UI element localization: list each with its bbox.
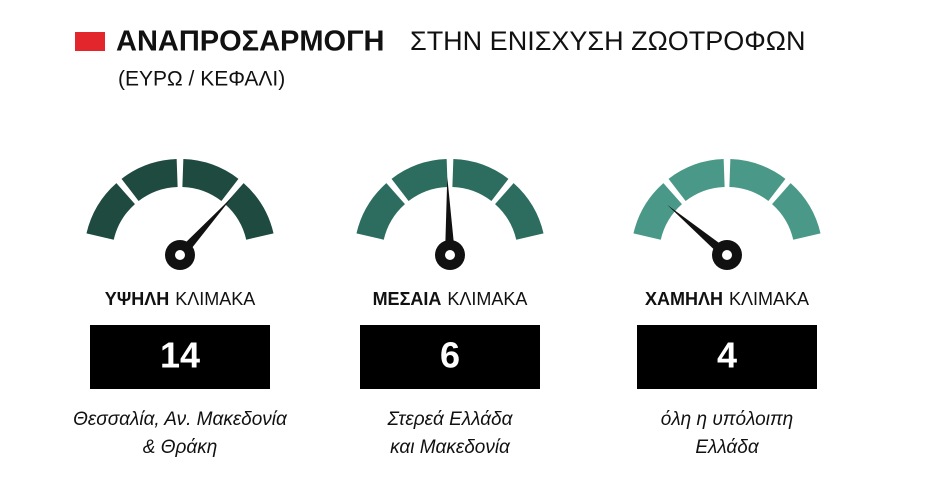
gauge-segment	[729, 159, 786, 202]
gauge-segment	[633, 183, 682, 240]
level-label: ΥΨΗΛΗ ΚΛΙΜΑΚΑ	[105, 289, 256, 309]
level-label: ΜΕΣΑΙΑ ΚΛΙΜΑΚΑ	[373, 289, 528, 309]
subtitle: (ΕΥΡΩ / ΚΕΦΑΛΙ)	[118, 68, 285, 91]
gauge-segment	[452, 159, 509, 202]
level-rest: ΚΛΙΜΑΚΑ	[175, 289, 255, 309]
region-line: Ελλάδα	[695, 437, 760, 458]
level-bold: ΧΑΜΗΛΗ	[645, 289, 723, 309]
gauge-segment	[391, 159, 448, 202]
amount: 14	[160, 335, 200, 376]
gauge	[356, 159, 544, 270]
gauge-segment	[356, 183, 405, 240]
gauge-segment	[225, 183, 274, 240]
level-rest: ΚΛΙΜΑΚΑ	[447, 289, 527, 309]
gauge-hub-dot	[445, 250, 455, 260]
gauge-needle	[667, 204, 731, 259]
region-line: & Θράκη	[143, 437, 218, 458]
gauge-hub-dot	[722, 250, 732, 260]
region-line: όλη η υπόλοιπη	[661, 409, 793, 430]
gauge-segment	[182, 159, 239, 202]
amount-box	[637, 325, 817, 389]
gauge-segment	[86, 183, 135, 240]
title-rest: ΣΤΗΝ ΕΝΙΣΧΥΣΗ ΖΩΟΤΡΟΦΩΝ	[410, 26, 806, 56]
gauge-hub-dot	[175, 250, 185, 260]
amount-box	[90, 325, 270, 389]
gauge-segment	[495, 183, 544, 240]
level-bold: ΜΕΣΑΙΑ	[373, 289, 442, 309]
title-marker	[75, 32, 105, 51]
region-line: και Μακεδονία	[390, 437, 511, 458]
gauge-needle	[176, 197, 233, 259]
level-label: ΧΑΜΗΛΗ ΚΛΙΜΑΚΑ	[645, 289, 809, 309]
gauge	[633, 159, 821, 270]
gauge-segment	[668, 159, 725, 202]
region-line: Θεσσαλία, Αν. Μακεδονία	[73, 409, 288, 430]
title-bold: ΑΝΑΠΡΟΣΑΡΜΟΓΗ	[116, 26, 384, 58]
amount: 4	[717, 335, 737, 376]
level-rest: ΚΛΙΜΑΚΑ	[729, 289, 809, 309]
gauge-needle	[445, 177, 455, 256]
amount-box	[360, 325, 540, 389]
amount: 6	[440, 335, 460, 376]
gauge	[86, 159, 274, 270]
level-bold: ΥΨΗΛΗ	[105, 289, 170, 309]
gauge-segment	[121, 159, 178, 202]
region-line: Στερεά Ελλάδα	[387, 409, 514, 430]
gauge-segment	[772, 183, 821, 240]
